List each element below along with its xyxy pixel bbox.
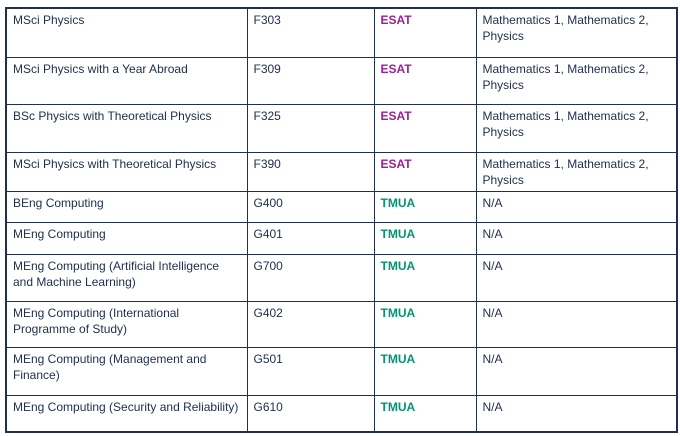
code-cell: G700 xyxy=(246,253,375,302)
course-cell: MEng Computing (International Programme … xyxy=(5,300,248,348)
course-cell: MSci Physics with a Year Abroad xyxy=(5,56,248,105)
test-cell: ESAT xyxy=(373,151,477,192)
table-row: MEng Computing G401 TMUA N/A xyxy=(5,221,678,255)
subjects-cell: N/A xyxy=(475,221,678,255)
test-cell: ESAT xyxy=(373,103,477,153)
test-cell: TMUA xyxy=(373,394,477,433)
test-cell: TMUA xyxy=(373,346,477,396)
subjects-cell: Mathematics 1, Mathematics 2, Physics xyxy=(475,7,678,58)
course-cell: MSci Physics xyxy=(5,7,248,58)
code-cell: G402 xyxy=(246,300,375,348)
course-requirements-table: MSci Physics F303 ESAT Mathematics 1, Mathe… xyxy=(5,7,678,434)
code-cell: G610 xyxy=(246,394,375,433)
test-cell: ESAT xyxy=(373,7,477,58)
table-row: MEng Computing (International Programme … xyxy=(5,300,678,348)
table-row: MSci Physics F303 ESAT Mathematics 1, Mathe… xyxy=(5,7,678,58)
subjects-cell: Mathematics 1, Mathematics 2, Physics xyxy=(475,103,678,153)
test-cell: TMUA xyxy=(373,300,477,348)
test-cell: TMUA xyxy=(373,221,477,255)
course-cell: MEng Computing (Artificial Intelligence … xyxy=(5,253,248,302)
course-cell: MEng Computing xyxy=(5,221,248,255)
test-cell: TMUA xyxy=(373,253,477,302)
code-cell: F325 xyxy=(246,103,375,153)
subjects-cell: Mathematics 1, Mathematics 2, Physics xyxy=(475,56,678,105)
table-row: MEng Computing (Artificial Intelligence … xyxy=(5,253,678,302)
table-row: MEng Computing (Security and Reliability… xyxy=(5,394,678,433)
code-cell: G501 xyxy=(246,346,375,396)
course-cell: BSc Physics with Theoretical Physics xyxy=(5,103,248,153)
course-cell: MSci Physics with Theoretical Physics xyxy=(5,151,248,192)
subjects-cell: N/A xyxy=(475,190,678,223)
table-row: MEng Computing (Management and Finance) G… xyxy=(5,346,678,396)
code-cell: G401 xyxy=(246,221,375,255)
subjects-cell: N/A xyxy=(475,346,678,396)
subjects-cell: Mathematics 1, Mathematics 2, Physics xyxy=(475,151,678,192)
code-cell: G400 xyxy=(246,190,375,223)
code-cell: F303 xyxy=(246,7,375,58)
code-cell: F390 xyxy=(246,151,375,192)
test-cell: ESAT xyxy=(373,56,477,105)
subjects-cell: N/A xyxy=(475,300,678,348)
course-cell: MEng Computing (Security and Reliability… xyxy=(5,394,248,433)
subjects-cell: N/A xyxy=(475,394,678,433)
table-row: BSc Physics with Theoretical Physics F325… xyxy=(5,103,678,153)
code-cell: F309 xyxy=(246,56,375,105)
table-row: MSci Physics with a Year Abroad F309 ESAT M… xyxy=(5,56,678,105)
course-cell: MEng Computing (Management and Finance) xyxy=(5,346,248,396)
table-body: MSci Physics F303 ESAT Mathematics 1, Mathe… xyxy=(5,7,678,433)
table-row: MSci Physics with Theoretical Physics F39… xyxy=(5,151,678,192)
table-row: BEng Computing G400 TMUA N/A xyxy=(5,190,678,223)
test-cell: TMUA xyxy=(373,190,477,223)
course-cell: BEng Computing xyxy=(5,190,248,223)
subjects-cell: N/A xyxy=(475,253,678,302)
